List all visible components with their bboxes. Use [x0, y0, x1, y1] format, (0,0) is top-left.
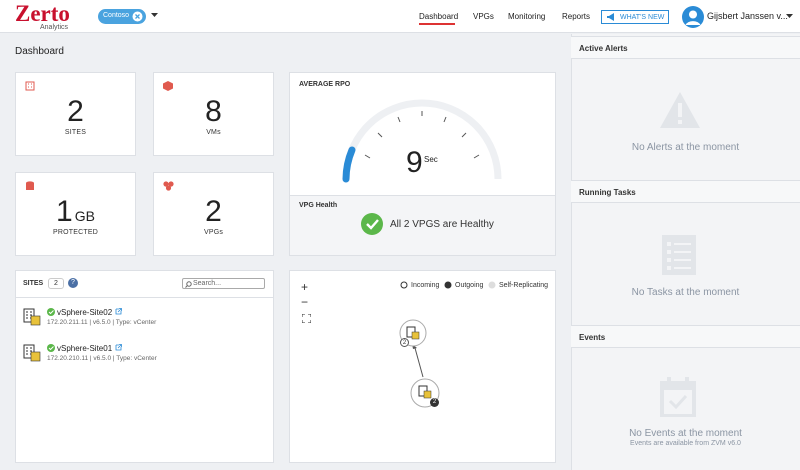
- rpo-unit: Sec: [424, 155, 438, 164]
- stat-card: 2 SITES: [15, 72, 136, 156]
- megaphone-icon: [607, 13, 614, 21]
- zoom-out[interactable]: −: [301, 295, 309, 309]
- rpo-gauge: [342, 99, 502, 183]
- site-details: 172.20.210.11 | v6.5.0 | Type: vCenter: [47, 355, 157, 362]
- tenant-dropdown[interactable]: [151, 13, 158, 18]
- stat-card: 8 VMs: [153, 72, 274, 156]
- legend-label: Incoming: [411, 282, 440, 289]
- sidebar-header: Active Alerts: [571, 36, 800, 59]
- sites-panel: SITES 2 ? Search... vSphere-Site02 172.2…: [15, 270, 274, 463]
- stat-label: VPGs: [203, 229, 224, 236]
- sidebar-header: Events: [571, 325, 800, 348]
- stat-value: 2: [205, 195, 222, 228]
- legend-incoming: [400, 281, 408, 289]
- empty-message: No Events at the moment: [629, 428, 742, 439]
- stat-label: VMs: [206, 129, 221, 136]
- stat-label: PROTECTED: [53, 229, 98, 236]
- whats-new-label: WHAT'S NEW: [620, 14, 665, 21]
- stat-unit: GB: [74, 208, 95, 224]
- rpo-value: 9: [406, 146, 423, 179]
- help-icon[interactable]: ?: [68, 278, 78, 288]
- tenant-pill[interactable]: Contoso: [98, 9, 146, 24]
- close-icon[interactable]: [132, 11, 143, 22]
- site-icon: [23, 344, 41, 362]
- legend-label: Outgoing: [455, 282, 484, 289]
- status-ok: [47, 308, 55, 316]
- sites-title: SITES: [23, 280, 44, 287]
- avatar[interactable]: [682, 6, 704, 28]
- external-link[interactable]: [115, 308, 122, 315]
- calendar-icon: [660, 377, 696, 417]
- rpo-title: AVERAGE RPO: [299, 81, 351, 88]
- alert-icon: [660, 92, 700, 128]
- stat-label: SITES: [64, 129, 87, 136]
- stat-value: 1: [56, 195, 73, 228]
- legend-label: Self-Replicating: [499, 282, 549, 289]
- vpg-health-message: All 2 VPGS are Healthy: [390, 219, 494, 230]
- empty-note: Events are available from ZVM v6.0: [630, 440, 741, 447]
- user-name[interactable]: Gijsbert Janssen v...: [707, 11, 788, 21]
- vpg-icon: [163, 181, 174, 191]
- sites-header: [16, 271, 273, 298]
- nav-item[interactable]: Reports: [562, 12, 591, 21]
- search-box[interactable]: Search...: [182, 278, 265, 289]
- stat-value: 8: [205, 95, 222, 128]
- search-icon: [185, 281, 192, 288]
- node-badge: 2: [400, 338, 409, 347]
- topology-panel: + − Incoming Outgoing Self-Replicating 2…: [289, 270, 556, 463]
- page-title: Dashboard: [15, 46, 64, 57]
- nav-item[interactable]: VPGs: [473, 12, 494, 21]
- legend-outgoing: [444, 281, 452, 289]
- storage-icon: [26, 181, 34, 190]
- healthy-icon: [361, 213, 383, 235]
- empty-message: No Alerts at the moment: [631, 142, 740, 153]
- tasks-icon: [662, 235, 696, 275]
- node-badge: 2: [430, 398, 439, 407]
- stat-card: 1 GB PROTECTED: [15, 172, 136, 256]
- sidebar-header: Running Tasks: [571, 180, 800, 203]
- site-icon: [23, 308, 41, 326]
- site-name[interactable]: vSphere-Site01: [57, 344, 113, 353]
- external-link[interactable]: [115, 344, 122, 351]
- zoom-in[interactable]: +: [301, 280, 309, 294]
- search-placeholder: Search...: [193, 280, 222, 287]
- sites-count: 2: [48, 278, 64, 289]
- rpo-card: AVERAGE RPO 9 Sec VPG Health All 2 VPGS …: [289, 72, 556, 256]
- nav-underline: [419, 23, 455, 25]
- user-dropdown[interactable]: [786, 14, 793, 19]
- stat-value: 2: [67, 95, 84, 128]
- tenant-name: Contoso: [103, 12, 130, 19]
- logo-sub: Analytics: [40, 24, 69, 31]
- site-name[interactable]: vSphere-Site02: [57, 308, 113, 317]
- site-icon: [25, 81, 35, 91]
- logo[interactable]: Zerto: [15, 1, 70, 26]
- site-details: 172.20.211.11 | v6.5.0 | Type: vCenter: [47, 319, 157, 326]
- topology-graph: [399, 319, 440, 408]
- nav-item[interactable]: Monitoring: [508, 12, 546, 21]
- stat-card: 2 VPGs: [153, 172, 274, 256]
- empty-message: No Tasks at the moment: [631, 287, 740, 298]
- stat-value-row: 1 GB: [16, 195, 135, 229]
- legend-self: [488, 281, 496, 289]
- status-ok: [47, 344, 55, 352]
- fit-icon[interactable]: [302, 314, 311, 323]
- whats-new-button[interactable]: WHAT'S NEW: [601, 10, 669, 24]
- vpg-health-title: VPG Health: [299, 202, 338, 209]
- vm-icon: [163, 81, 173, 91]
- nav-item[interactable]: Dashboard: [419, 12, 459, 21]
- vpg-health: VPG Health All 2 VPGS are Healthy: [290, 195, 555, 255]
